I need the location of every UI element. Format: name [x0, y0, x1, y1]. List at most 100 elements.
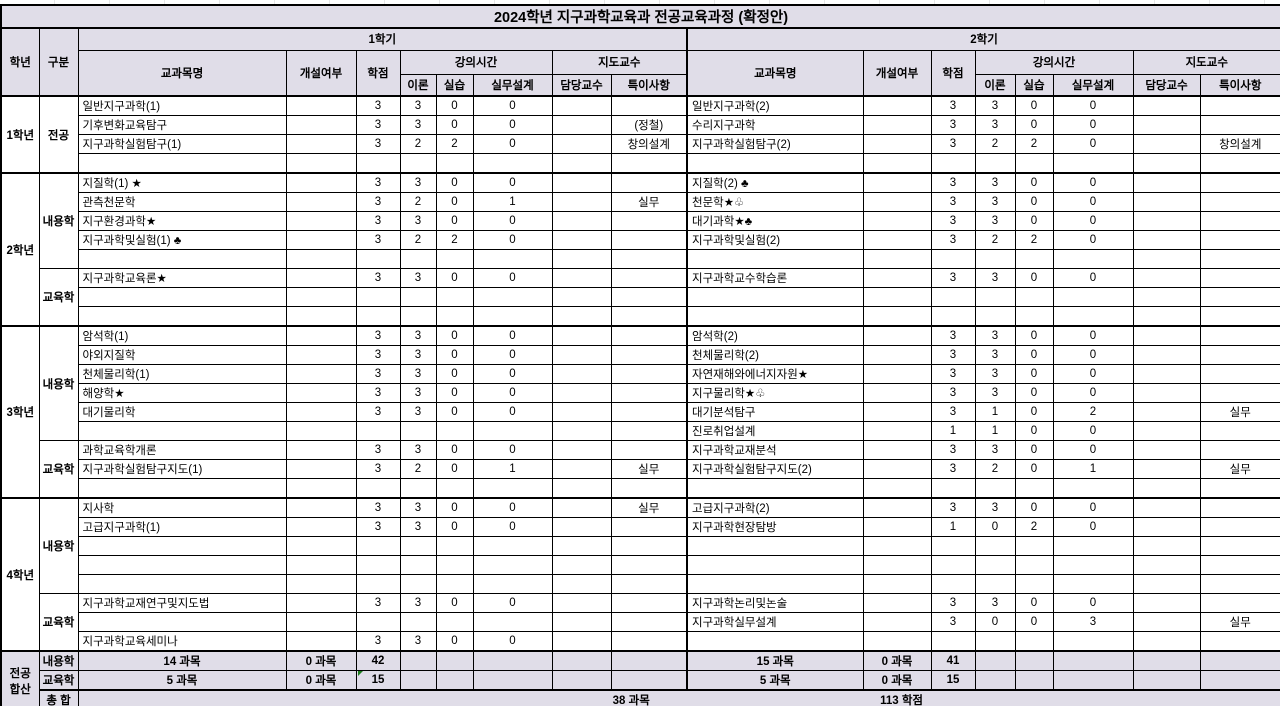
grade-label-cell: 1학년 — [0, 95, 40, 174]
empty-cell — [1199, 670, 1280, 691]
professor-cell — [1132, 249, 1201, 269]
course-name-cell: 지구물리학★♧ — [686, 383, 864, 403]
header-lecture-hours: 강의시간 — [974, 49, 1134, 75]
table-row: 2024학년 지구과학교육과 전공교육과정 (확정안) — [0, 4, 1280, 29]
category-label-cell: 총 합 — [38, 689, 79, 706]
header-professor: 담당교수 — [1132, 73, 1201, 97]
open-status-cell — [862, 268, 932, 288]
theory-hours-cell — [399, 287, 437, 307]
course-name-cell: 지질학(2) ♣ — [686, 172, 864, 193]
practice-hours-cell: 0 — [1014, 593, 1054, 613]
theory-hours-cell: 2 — [399, 230, 437, 250]
practice-hours-cell — [1014, 478, 1054, 499]
design-hours-cell: 0 — [1052, 517, 1134, 537]
course-count-cell: 14 과목 — [77, 650, 287, 671]
practice-hours-cell: 0 — [1014, 172, 1054, 193]
theory-hours-cell: 3 — [399, 631, 437, 652]
open-status-cell — [285, 153, 357, 174]
credit-total-cell: 41 — [930, 650, 976, 671]
credit-cell: 3 — [355, 402, 401, 422]
note-cell — [1199, 115, 1280, 135]
note-cell — [1199, 287, 1280, 307]
table-row: 지구과학교육세미나 3 3 0 0 — [1, 631, 1280, 652]
theory-hours-cell — [399, 574, 437, 594]
practice-hours-cell: 0 — [435, 95, 474, 116]
course-name-cell: 지구환경과학★ — [77, 211, 287, 231]
open-status-cell — [285, 268, 357, 288]
credit-cell: 3 — [930, 402, 976, 422]
credit-cell — [355, 612, 401, 632]
note-cell — [610, 478, 688, 499]
header-theory: 이론 — [399, 73, 437, 97]
professor-cell — [551, 230, 612, 250]
design-hours-cell: 0 — [1052, 211, 1134, 231]
professor-cell — [1132, 440, 1201, 460]
theory-hours-cell — [399, 153, 437, 174]
note-cell — [610, 574, 688, 594]
theory-hours-cell: 0 — [974, 517, 1016, 537]
open-status-cell — [285, 134, 357, 154]
practice-hours-cell — [1014, 631, 1054, 652]
open-status-cell — [285, 574, 357, 594]
summary-label-line: 전공 — [9, 667, 31, 680]
theory-hours-cell: 3 — [399, 172, 437, 193]
credit-cell: 3 — [355, 115, 401, 135]
practice-hours-cell — [435, 555, 474, 575]
note-cell: 실무 — [1199, 612, 1280, 632]
course-name-cell: 지구과학실험탐구지도(2) — [686, 459, 864, 479]
open-status-cell — [285, 593, 357, 613]
course-name-cell: 야외지질학 — [77, 345, 287, 365]
credit-total-value: 15 — [371, 674, 385, 686]
course-name-cell — [686, 306, 864, 327]
design-hours-cell: 1 — [472, 192, 553, 212]
note-cell — [1199, 364, 1280, 384]
empty-cell — [1199, 650, 1280, 671]
open-status-cell — [285, 306, 357, 327]
table-row: 고급지구과학(1) 3 3 0 0 지구과학현장탐방 1 0 2 0 — [1, 517, 1280, 537]
design-hours-cell: 2 — [1052, 402, 1134, 422]
note-cell — [1199, 421, 1280, 441]
note-cell — [610, 306, 688, 327]
empty-cell — [551, 650, 612, 671]
theory-hours-cell — [974, 287, 1016, 307]
professor-cell — [551, 536, 612, 556]
design-hours-cell: 0 — [472, 134, 553, 154]
professor-cell — [551, 325, 612, 346]
course-name-cell: 지구과학및실험(1) ♣ — [77, 230, 287, 250]
theory-hours-cell: 0 — [974, 612, 1016, 632]
category-label-cell: 교육학 — [38, 440, 79, 499]
sheet-top-margin — [0, 0, 1280, 4]
header-practice: 실습 — [435, 73, 474, 97]
open-status-cell — [862, 536, 932, 556]
practice-hours-cell: 0 — [435, 211, 474, 231]
professor-cell — [551, 459, 612, 479]
grade-label-cell: 3학년 — [0, 325, 40, 499]
table-row: 교육학 지구과학교육론★ 3 3 0 0 지구과학교수학습론 3 3 0 0 — [1, 268, 1280, 327]
open-status-cell — [862, 230, 932, 250]
curriculum-table: 2024학년 지구과학교육과 전공교육과정 (확정안) 학년 구분 1학기 2학… — [0, 4, 1280, 706]
credit-cell: 3 — [930, 612, 976, 632]
design-hours-cell — [1052, 478, 1134, 499]
practice-hours-cell — [1014, 574, 1054, 594]
course-name-cell — [686, 574, 864, 594]
open-status-cell — [862, 459, 932, 479]
design-hours-cell: 0 — [472, 517, 553, 537]
theory-hours-cell — [974, 153, 1016, 174]
theory-hours-cell: 2 — [399, 192, 437, 212]
professor-cell — [551, 306, 612, 327]
practice-hours-cell — [1014, 555, 1054, 575]
course-name-cell: 지구과학교재분석 — [686, 440, 864, 460]
open-status-cell — [862, 421, 932, 441]
course-count-cell: 5 과목 — [686, 670, 864, 691]
note-cell — [1199, 383, 1280, 403]
open-status-cell — [862, 287, 932, 307]
table-row: 교육학 과학교육학개론 3 3 0 0 지구과학교재분석 3 3 0 0 — [1, 440, 1280, 499]
note-cell — [610, 555, 688, 575]
course-name-cell: 지구과학교육론★ — [77, 268, 287, 288]
practice-hours-cell: 0 — [435, 115, 474, 135]
note-cell — [610, 536, 688, 556]
design-hours-cell: 0 — [472, 230, 553, 250]
practice-hours-cell — [435, 421, 474, 441]
course-name-cell: 지구과학실험탐구지도(1) — [77, 459, 287, 479]
